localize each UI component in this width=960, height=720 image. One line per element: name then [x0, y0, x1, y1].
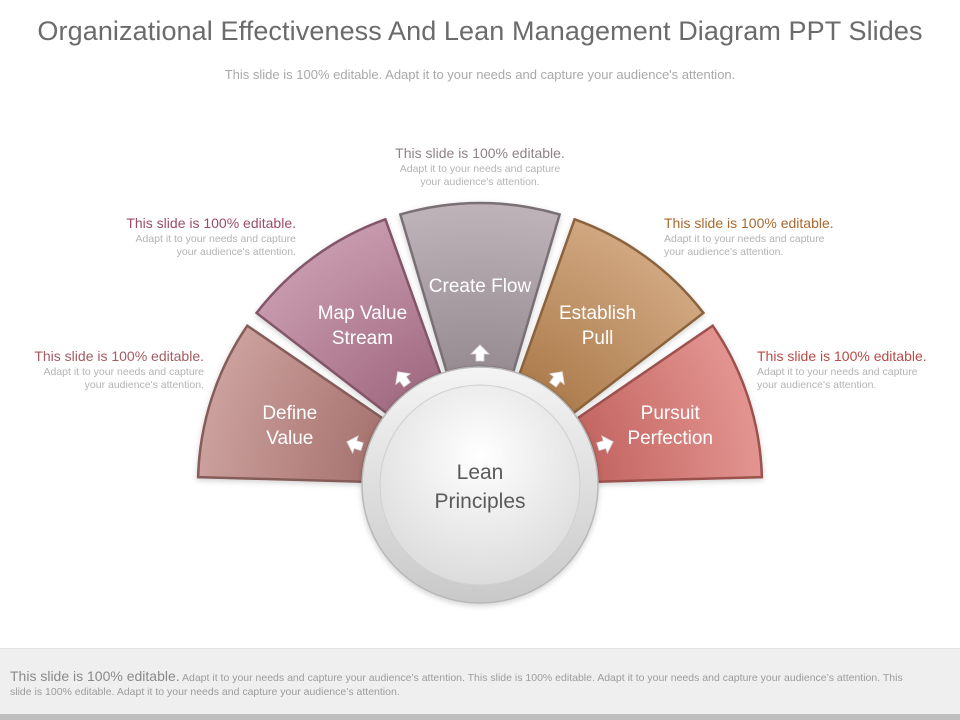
segment-label-define-value: Define — [262, 403, 317, 424]
callout-body-line: Adapt it to your needs and capture — [757, 366, 918, 378]
segment-label-establish-pull-line2: Pull — [582, 328, 614, 349]
arrow-icon — [346, 435, 364, 455]
callout-body-line: Adapt it to your needs and capture — [135, 233, 296, 245]
lean-principles-diagram: Lean Principles Define Value Map Value Stre… — [196, 201, 764, 604]
callout-heading: This slide is 100% editable. — [664, 215, 834, 231]
callout-body-line: your audience's attention. — [420, 176, 540, 188]
center-circle — [361, 366, 599, 604]
slide-title: Organizational Effectiveness And Lean Ma… — [37, 16, 923, 46]
segment-label-pursuit-perfection: Pursuit — [641, 403, 701, 424]
footer-panel: This slide is 100% editable. Adapt it to… — [0, 648, 960, 715]
callout-body-line: Adapt it to your needs and capture — [43, 366, 204, 378]
callout-heading: This slide is 100% editable. — [34, 348, 204, 364]
arrow-icon — [395, 371, 412, 388]
arrow-icon — [548, 371, 565, 388]
footer-lead: This slide is 100% editable. — [10, 668, 180, 684]
segment-label-map-value-stream-line2: Stream — [332, 328, 393, 349]
callout-body-line: your audience's attention. — [757, 379, 877, 391]
arrow-icon — [596, 435, 614, 455]
bottom-bar — [0, 714, 960, 720]
callout-body-line: Adapt it to your needs and capture — [399, 163, 561, 175]
callout-body-line: your audience's attention. — [664, 246, 784, 258]
callout-heading: This slide is 100% editable. — [395, 145, 565, 161]
segment-label-map-value-stream: Map Value — [318, 303, 407, 324]
segment-label-establish-pull: Establish — [559, 303, 636, 324]
center-label-line1: Lean — [457, 461, 504, 484]
callout-define-value: This slide is 100% editable. Adapt it to… — [0, 348, 204, 392]
callout-body-line: your audience's attention. — [176, 246, 296, 258]
callout-body-line: Adapt it to your needs and capture — [664, 233, 825, 245]
arrow-icon — [470, 344, 490, 362]
callout-map-value-stream: This slide is 100% editable. Adapt it to… — [76, 215, 296, 259]
callout-body-line: your audience's attention. — [84, 379, 204, 391]
callout-pursuit-perfection: This slide is 100% editable. Adapt it to… — [757, 348, 957, 392]
slide-subtitle: This slide is 100% editable. Adapt it to… — [224, 67, 736, 82]
segment-label-define-value-line2: Value — [266, 428, 313, 449]
callout-establish-pull: This slide is 100% editable. Adapt it to… — [664, 215, 884, 259]
footer-body: Adapt it to your needs and capture your … — [10, 672, 903, 698]
footer-text: This slide is 100% editable. Adapt it to… — [10, 669, 910, 699]
center-label-line2: Principles — [434, 490, 525, 513]
segment-label-create-flow: Create Flow — [429, 276, 532, 297]
segment-label-pursuit-perfection-line2: Perfection — [627, 428, 713, 449]
callout-heading: This slide is 100% editable. — [126, 215, 296, 231]
callout-create-flow: This slide is 100% editable. Adapt it to… — [370, 145, 590, 189]
callout-heading: This slide is 100% editable. — [757, 348, 927, 364]
